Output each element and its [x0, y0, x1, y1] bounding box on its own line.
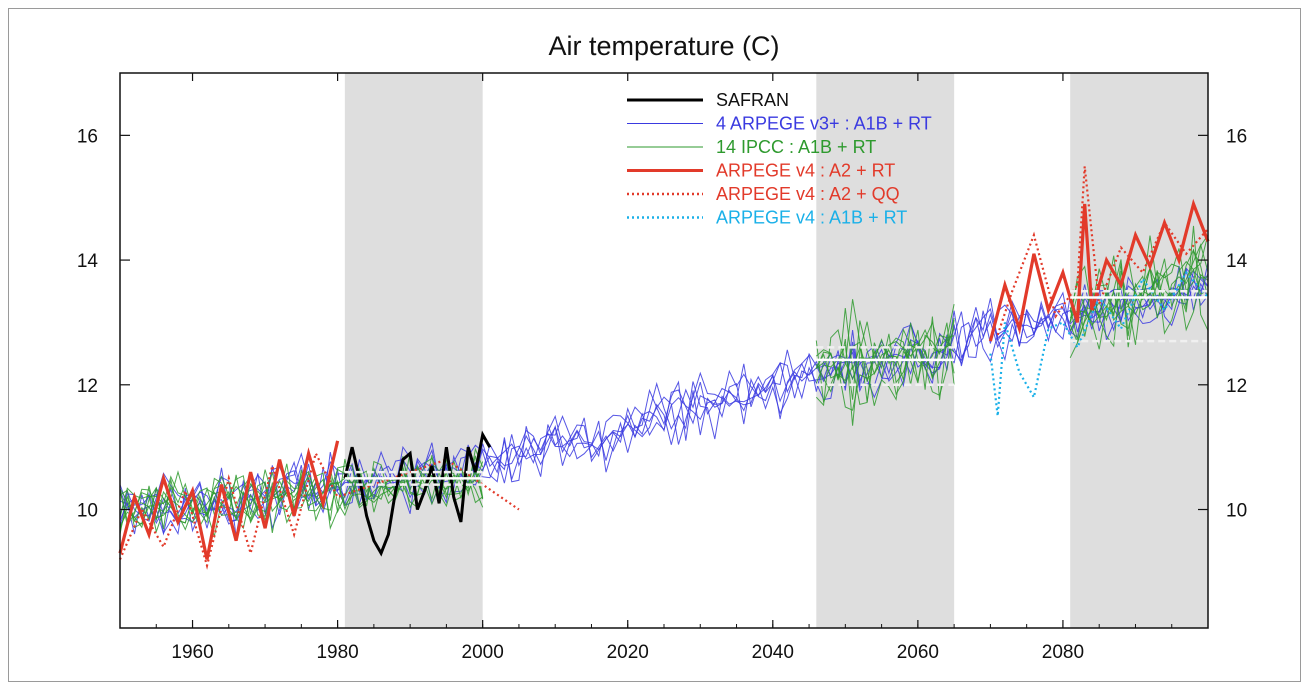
x-tick-label: 1980 [316, 642, 358, 663]
ensemble-ipcc-member [815, 321, 955, 426]
ensemble-arpege-v3-member [119, 275, 1209, 525]
y-tick-label: 12 [77, 376, 98, 397]
legend-label: ARPEGE v4 : A2 + RT [716, 161, 895, 181]
y-tick-label: 14 [77, 251, 99, 272]
shaded-periods [344, 73, 1208, 628]
y-tick-label: 10 [77, 501, 98, 522]
legend-label: ARPEGE v4 : A1B + RT [716, 208, 907, 228]
legend-label: 14 IPCC : A1B + RT [716, 137, 876, 157]
ensemble-arpege-v3-member [119, 273, 1209, 536]
series-line [118, 440, 340, 560]
legend-label: 4 ARPEGE v3+ : A1B + RT [716, 114, 932, 134]
y-tick-label: 16 [77, 126, 98, 147]
y-tick-label-right: 12 [1226, 376, 1247, 397]
legend-label: ARPEGE v4 : A2 + QQ [716, 184, 900, 204]
legend-label: SAFRAN [716, 90, 789, 110]
ensemble-ipcc-member [815, 307, 955, 406]
figure-frame [8, 8, 1301, 682]
series-line [118, 450, 520, 570]
series-line [343, 430, 492, 557]
shaded-period [344, 73, 483, 628]
series-line [996, 166, 1209, 336]
series-layer [118, 166, 1210, 570]
series-line [989, 270, 1209, 417]
ensemble-ipcc-member [816, 299, 955, 384]
x-tick-label: 1960 [171, 642, 213, 663]
ensemble-arpege-v3-member [119, 267, 1209, 536]
y-tick-label-right: 10 [1226, 501, 1247, 522]
x-tick-label: 2080 [1042, 642, 1084, 663]
shaded-period [1070, 73, 1208, 628]
series-line [988, 198, 1210, 342]
ensemble-arpege-v3-member [119, 265, 1209, 525]
y-tick-label-right: 14 [1226, 251, 1248, 272]
chart-title: Air temperature (C) [548, 31, 779, 61]
x-tick-label: 2060 [897, 642, 939, 663]
x-tick-label: 2020 [607, 642, 649, 663]
x-tick-label: 2040 [752, 642, 794, 663]
ensemble-arpege-v3-member [119, 268, 1209, 528]
period-means [344, 290, 1208, 486]
axes: 1960 1980 2000 2020 2040 2060 2080 10 12 14 16 10 12… [77, 73, 1248, 663]
legend: SAFRAN 4 ARPEGE v3+ : A1B + RT 14 IPCC : A… [627, 90, 932, 228]
x-tick-label: 2000 [462, 642, 504, 663]
y-tick-label-right: 16 [1226, 126, 1247, 147]
